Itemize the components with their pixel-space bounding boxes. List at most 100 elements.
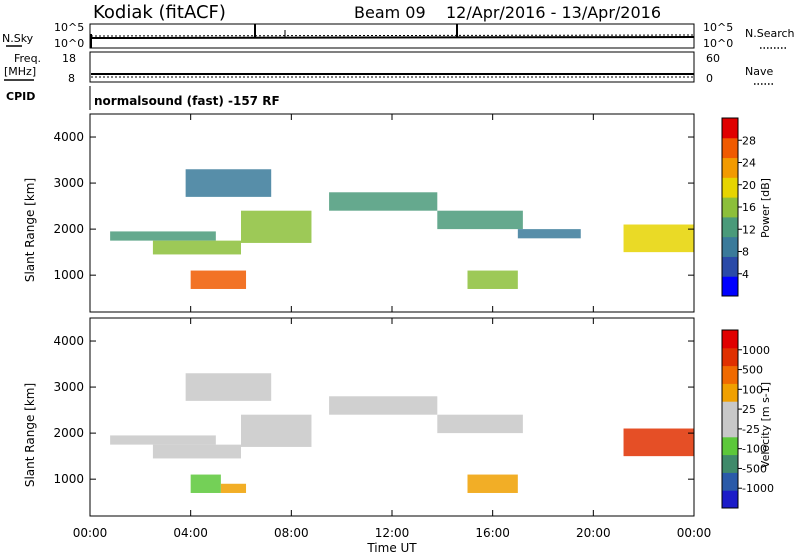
power-colorbar-tick-label-4: 12 <box>742 223 756 236</box>
velocity-colorbar-tick-label-7: -1000 <box>742 482 774 495</box>
velocity-colorbar-swatch-3 <box>722 436 738 456</box>
velocity-y-tick-label-3: 4000 <box>53 334 84 348</box>
velocity-echo-region-8 <box>467 474 518 493</box>
power-colorbar-swatch-6 <box>722 157 738 178</box>
power-colorbar-swatch-4 <box>722 197 738 218</box>
cpid-value: normalsound (fast) -157 RF <box>94 94 280 108</box>
velocity-echo-region-3 <box>185 373 272 401</box>
velocity-echo-region-4 <box>190 474 221 493</box>
nsearch-label: N.Search <box>745 27 795 40</box>
velocity-colorbar-swatch-7 <box>722 365 738 384</box>
power-colorbar-swatch-8 <box>722 118 738 139</box>
power-colorbar-tick-label-3: 16 <box>742 201 756 214</box>
velocity-colorbar-tick-label-3: 25 <box>742 403 756 416</box>
power-y-label: Slant Range [km] <box>23 178 37 282</box>
time-tick-label-6: 00:00 <box>677 526 712 540</box>
velocity-colorbar-tick-label-0: 1000 <box>742 344 770 357</box>
nsky-trace <box>90 36 695 39</box>
power-echo-region-5 <box>329 192 438 211</box>
velocity-colorbar: 1000 500 100 25 -25 -100 -500 -1000 <box>721 329 774 509</box>
power-colorbar-tick-label-2: 20 <box>742 179 756 192</box>
power-colorbar-tick-label-6: 4 <box>742 268 749 281</box>
velocity-y-tick-label-2: 3000 <box>53 380 84 394</box>
power-y-tick-label-1: 2000 <box>53 222 84 236</box>
velocity-colorbar-frame <box>721 329 739 509</box>
velocity-echo-region-0 <box>110 435 216 445</box>
power-echo-region-0 <box>110 231 216 241</box>
cpid-label: CPID <box>6 90 35 103</box>
velocity-echo-region-9 <box>623 428 694 457</box>
time-axis: 00:00 04:00 08:00 12:00 16:00 20:00 00:00 <box>73 526 712 540</box>
noise-tick-low-right: 10^0 <box>703 37 733 50</box>
power-colorbar-tick-label-5: 8 <box>742 246 749 259</box>
velocity-colorbar-swatch-1 <box>722 472 738 491</box>
time-tick-label-1: 04:00 <box>173 526 208 540</box>
power-panel: 1000 2000 3000 4000 Slant Range [km] <box>23 113 695 313</box>
nsearch-trace <box>90 34 695 37</box>
power-colorbar: 28 24 20 16 12 8 4 <box>721 117 756 297</box>
power-y-tick-label-2: 3000 <box>53 176 84 190</box>
date-range: 12/Apr/2016 - 13/Apr/2016 <box>446 3 661 22</box>
velocity-y-tick-label-1: 2000 <box>53 426 84 440</box>
freq-tick-low: 8 <box>68 72 75 85</box>
velocity-y-axis: 1000 2000 3000 4000 <box>53 318 695 516</box>
velocity-colorbar-swatch-4 <box>722 419 738 438</box>
x-axis-label: Time UT <box>366 541 417 554</box>
power-echo-region-6 <box>437 210 523 230</box>
freq-unit: [MHz] <box>4 65 36 78</box>
velocity-colorbar-swatch-8 <box>722 347 738 367</box>
power-echo-region-8 <box>467 270 518 289</box>
power-colorbar-swatch-7 <box>722 137 738 159</box>
power-echo-region-4 <box>190 270 247 289</box>
power-colorbar-swatch-1 <box>722 256 738 277</box>
velocity-echo-region-2 <box>241 414 312 447</box>
time-tick-label-2: 08:00 <box>274 526 309 540</box>
power-colorbar-tick-label-1: 24 <box>742 157 756 170</box>
velocity-colorbar-tick-label-6: -500 <box>742 462 767 475</box>
noise-tick-high: 10^5 <box>54 21 84 34</box>
time-tick-label-4: 16:00 <box>475 526 510 540</box>
time-tick-label-5: 20:00 <box>576 526 611 540</box>
velocity-y-label: Slant Range [km] <box>23 383 37 487</box>
power-echo-region-2 <box>241 210 312 243</box>
power-y-tick-label-0: 1000 <box>53 268 84 282</box>
velocity-colorbar-tick-label-1: 500 <box>742 364 763 377</box>
velocity-colorbar-tick-label-5: -100 <box>742 443 767 456</box>
nave-label: Nave <box>745 65 773 78</box>
time-tick-label-0: 00:00 <box>73 526 108 540</box>
velocity-colorbar-tick-label-4: -25 <box>742 423 760 436</box>
nave-tick-high: 60 <box>706 52 720 65</box>
nsky-label: N.Sky <box>2 32 34 45</box>
velocity-marks <box>110 373 694 493</box>
velocity-panel: 1000 2000 3000 4000 Slant Range [km] <box>23 317 695 517</box>
power-plot-area <box>90 114 694 312</box>
velocity-y-tick-label-0: 1000 <box>53 472 84 486</box>
velocity-colorbar-swatch-5 <box>722 401 738 420</box>
time-tick-label-3: 12:00 <box>375 526 410 540</box>
power-colorbar-swatch-5 <box>722 177 738 198</box>
noise-tick-low: 10^0 <box>54 37 84 50</box>
power-echo-region-7 <box>517 229 581 239</box>
freq-label: Freq. <box>14 52 41 65</box>
power-colorbar-swatch-2 <box>722 236 738 257</box>
velocity-colorbar-swatch-6 <box>722 383 738 402</box>
radar-title: Kodiak (fitACF) <box>93 2 226 23</box>
velocity-echo-region-6 <box>329 396 438 415</box>
power-y-axis: 1000 2000 3000 4000 <box>53 114 695 312</box>
power-colorbar-label: Power [dB] <box>759 178 772 238</box>
power-y-tick-label-3: 4000 <box>53 130 84 144</box>
velocity-echo-region-5 <box>220 483 247 493</box>
velocity-colorbar-label: Velocity [m s-1] <box>759 382 772 468</box>
nave-tick-low: 0 <box>706 72 713 85</box>
power-colorbar-swatch-0 <box>722 276 738 297</box>
power-echo-region-9 <box>623 224 694 253</box>
velocity-echo-region-7 <box>437 414 523 434</box>
velocity-plot-area <box>90 318 694 516</box>
velocity-colorbar-swatch-9 <box>722 330 738 349</box>
power-echo-region-1 <box>152 240 241 255</box>
power-colorbar-swatch-3 <box>722 216 738 238</box>
velocity-echo-region-1 <box>152 444 241 459</box>
power-marks <box>110 169 694 289</box>
velocity-colorbar-tick-label-2: 100 <box>742 383 763 396</box>
